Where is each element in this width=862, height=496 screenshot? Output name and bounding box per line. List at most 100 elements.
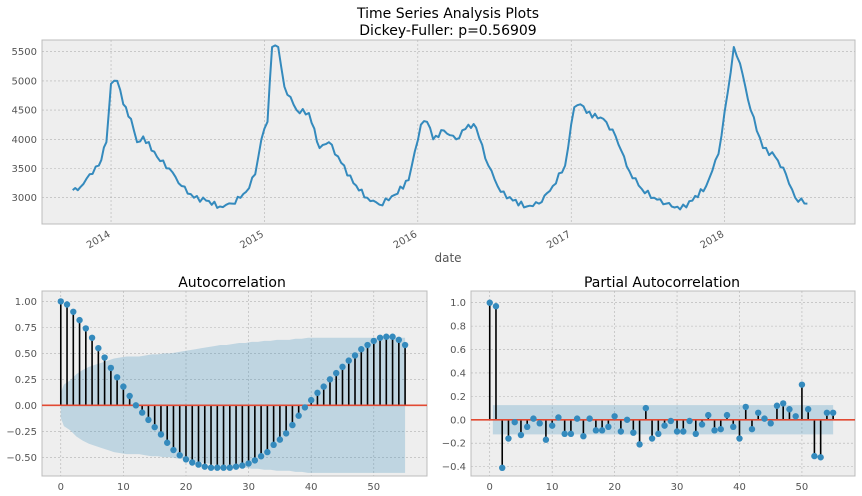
autocorrelation-stems bbox=[59, 301, 406, 468]
x-tick-label: 10 bbox=[117, 482, 130, 493]
lag-marker bbox=[555, 414, 562, 421]
lag-marker bbox=[226, 464, 234, 471]
lag-marker bbox=[282, 430, 290, 437]
lag-marker bbox=[642, 404, 650, 412]
lag-marker bbox=[536, 420, 543, 427]
lag-marker bbox=[692, 430, 699, 438]
y-tick-label: 3500 bbox=[12, 164, 37, 175]
lag-marker bbox=[673, 428, 681, 435]
lag-marker bbox=[680, 428, 687, 435]
lag-marker bbox=[57, 298, 64, 305]
lag-marker bbox=[333, 369, 340, 377]
lag-marker bbox=[70, 308, 77, 315]
lag-marker bbox=[383, 333, 390, 340]
lag-marker bbox=[736, 435, 743, 442]
lag-marker bbox=[798, 381, 806, 388]
y-tick-label: −0.4 bbox=[442, 462, 466, 473]
lag-marker bbox=[636, 441, 643, 448]
lag-marker bbox=[705, 411, 712, 419]
y-tick-label: 0.6 bbox=[450, 345, 466, 356]
lag-marker bbox=[517, 431, 525, 439]
lag-marker bbox=[667, 417, 675, 425]
lag-marker bbox=[207, 464, 215, 471]
y-tick-label: 0.75 bbox=[15, 323, 37, 334]
lag-marker bbox=[717, 425, 724, 433]
x-tick-label: 20 bbox=[180, 482, 193, 493]
lag-marker bbox=[76, 316, 83, 324]
lag-marker bbox=[95, 344, 102, 352]
y-tick-label: 0.0 bbox=[450, 415, 466, 426]
lag-marker bbox=[542, 436, 550, 443]
lag-marker bbox=[711, 427, 718, 434]
lag-marker bbox=[499, 464, 506, 472]
partial-autocorrelation-y-tick-labels: −0.4 −0.2 0.0 0.2 0.4 0.6 0.8 1.0 bbox=[442, 298, 466, 473]
x-tick-label: 0 bbox=[58, 482, 64, 493]
x-tick-label: 2014 bbox=[85, 229, 113, 251]
lag-marker bbox=[395, 336, 403, 344]
y-tick-label: −0.2 bbox=[442, 439, 466, 450]
y-tick-label: 5500 bbox=[12, 47, 37, 58]
lag-marker bbox=[730, 423, 737, 431]
autocorrelation-x-tick-labels: 0 10 20 30 40 50 bbox=[58, 482, 381, 493]
lag-marker bbox=[605, 423, 612, 431]
lag-marker bbox=[289, 421, 296, 429]
lag-marker bbox=[611, 413, 618, 420]
lag-marker bbox=[548, 422, 556, 429]
lag-marker bbox=[245, 460, 252, 467]
lag-marker bbox=[617, 428, 625, 435]
lag-marker bbox=[270, 441, 277, 449]
lag-marker bbox=[630, 429, 637, 436]
lag-marker bbox=[214, 464, 221, 471]
y-tick-label: 0.4 bbox=[450, 368, 466, 379]
lag-marker bbox=[829, 409, 837, 416]
x-tick-label: 50 bbox=[796, 482, 809, 493]
lag-marker bbox=[804, 406, 812, 413]
x-tick-label: 2018 bbox=[699, 229, 727, 251]
lag-marker bbox=[220, 464, 227, 471]
lag-marker bbox=[195, 461, 202, 468]
lag-marker bbox=[505, 435, 512, 442]
lag-marker bbox=[723, 411, 731, 419]
lag-marker bbox=[530, 415, 537, 422]
lag-marker bbox=[486, 299, 493, 306]
lag-marker bbox=[567, 430, 575, 438]
autocorrelation-y-tick-labels: −0.50 −0.25 0.00 0.25 0.50 0.75 1.00 bbox=[6, 297, 37, 464]
y-tick-label: 0.2 bbox=[450, 392, 466, 403]
lag-marker bbox=[686, 417, 693, 425]
lag-marker bbox=[792, 413, 799, 420]
lag-marker bbox=[401, 341, 409, 349]
autocorrelation-title: Autocorrelation bbox=[178, 275, 286, 291]
partial-autocorrelation-plot-area bbox=[470, 290, 856, 477]
lag-marker bbox=[811, 452, 818, 460]
lag-marker bbox=[748, 425, 756, 433]
time-series-panel: Time Series Analysis Plots Dickey-Fuller… bbox=[12, 6, 856, 265]
lag-marker bbox=[370, 337, 377, 345]
lag-marker bbox=[761, 415, 768, 422]
lag-marker bbox=[598, 427, 606, 434]
x-axis-label: date bbox=[434, 251, 461, 265]
lag-marker bbox=[492, 303, 500, 310]
time-series-x-tick-labels: 2014 2015 2016 2017 2018 bbox=[85, 229, 726, 251]
y-tick-label: 1.0 bbox=[450, 298, 466, 309]
lag-marker bbox=[561, 430, 568, 438]
lag-marker bbox=[773, 402, 781, 409]
x-tick-label: 10 bbox=[546, 482, 559, 493]
lag-marker bbox=[779, 400, 787, 407]
chart-title: Time Series Analysis Plots bbox=[356, 6, 539, 22]
lag-marker bbox=[189, 459, 196, 466]
y-tick-label: 0.00 bbox=[15, 401, 37, 412]
lag-marker bbox=[623, 416, 631, 423]
lag-marker bbox=[257, 453, 265, 460]
lag-marker bbox=[132, 402, 140, 409]
lag-marker bbox=[786, 406, 793, 413]
lag-marker bbox=[264, 448, 271, 456]
x-tick-label: 30 bbox=[671, 482, 684, 493]
lag-marker bbox=[63, 301, 71, 308]
time-series-y-tick-labels: 3000 3500 4000 4500 5000 5500 bbox=[12, 47, 37, 204]
y-tick-label: −0.50 bbox=[6, 453, 37, 464]
y-tick-label: 5000 bbox=[12, 76, 37, 87]
partial-autocorrelation-markers bbox=[486, 299, 837, 472]
x-tick-label: 40 bbox=[733, 482, 746, 493]
x-tick-label: 50 bbox=[367, 482, 380, 493]
